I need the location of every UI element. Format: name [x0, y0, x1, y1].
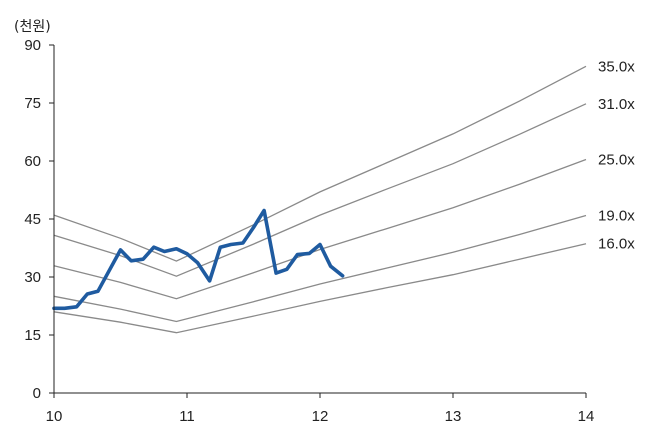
per-band-label: 19.0x — [598, 208, 635, 225]
per-band-label: 35.0x — [598, 58, 635, 75]
per-band-line — [53, 103, 587, 277]
y-tick-label: 0 — [33, 385, 41, 402]
x-tick-label: 13 — [445, 408, 462, 425]
y-tick-label: 75 — [24, 95, 41, 112]
y-tick-label: 15 — [24, 327, 41, 344]
per-band-label: 31.0x — [598, 96, 635, 113]
y-tick-label: 90 — [24, 37, 41, 54]
per-band-label: 16.0x — [598, 236, 635, 253]
x-tick-label: 14 — [578, 408, 595, 425]
per-band-label: 25.0x — [598, 151, 635, 168]
price-line-layer — [52, 208, 345, 311]
per-band-labels: 35.0x 31.0x 25.0x 19.0x 16.0x — [598, 58, 635, 252]
y-axis-unit-label: (천원) — [14, 19, 51, 35]
y-axis-ticks: 0 15 30 45 60 75 90 — [24, 37, 54, 402]
price-line — [52, 208, 345, 311]
per-band-lines — [53, 65, 587, 334]
y-tick-label: 60 — [24, 153, 41, 170]
per-band-line — [53, 214, 587, 323]
y-tick-label: 45 — [24, 211, 41, 228]
per-band-line — [53, 158, 587, 300]
y-tick-label: 30 — [24, 269, 41, 286]
x-tick-label: 11 — [179, 408, 195, 425]
per-band-line — [53, 65, 587, 262]
x-axis-ticks: 10 11 12 13 14 — [46, 393, 595, 425]
x-tick-label: 12 — [312, 408, 329, 425]
x-tick-label: 10 — [46, 408, 63, 425]
per-band-line — [53, 243, 587, 334]
